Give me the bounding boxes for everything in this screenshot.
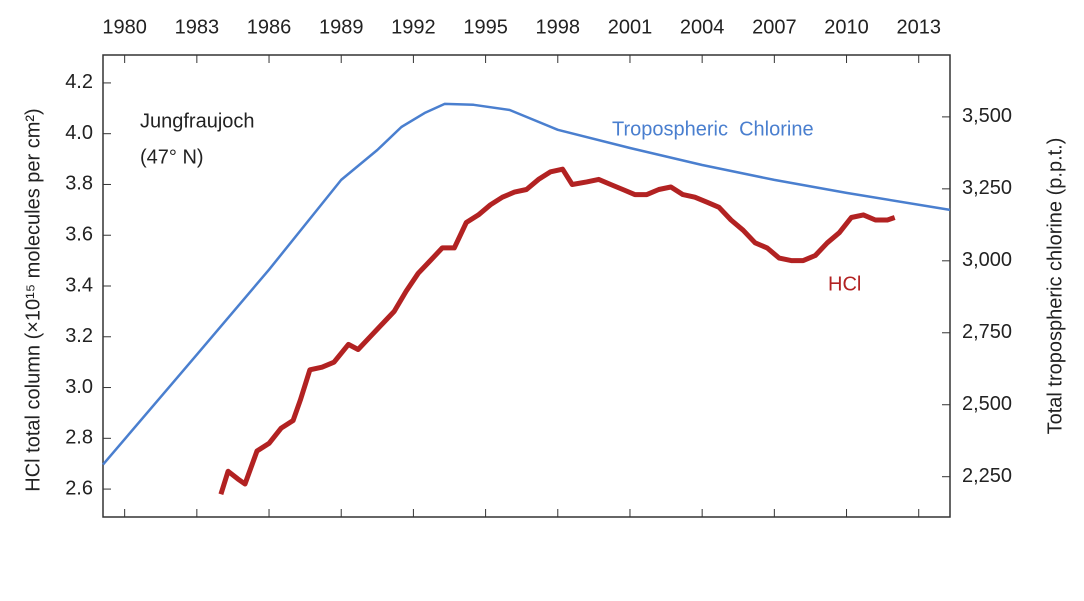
x-tick-label: 2007 [752, 16, 797, 38]
x-tick-label: 1989 [319, 16, 364, 38]
x-tick-label: 2001 [608, 16, 653, 38]
x-tick-label: 1980 [102, 16, 147, 38]
series-label: HCl [828, 273, 861, 295]
line [218, 166, 896, 495]
y-tick-label: 3.6 [65, 224, 93, 246]
y2-tick-label: 3,500 [962, 105, 1012, 127]
y2-tick-label: 2,750 [962, 321, 1012, 343]
annotation: Jungfraujoch [140, 110, 255, 132]
series-label: Tropospheric Chlorine [612, 118, 814, 140]
y2-tick-label: 3,000 [962, 249, 1012, 271]
line [102, 102, 951, 466]
y-tick-label: 3.4 [65, 274, 93, 296]
x-tick-label: 2013 [896, 16, 941, 38]
y2-axis-label: Total tropospheric chlorine (p.p.t.) [1044, 138, 1066, 435]
x-tick-label: 1986 [247, 16, 292, 38]
x-tick-label: 1995 [463, 16, 508, 38]
y-tick-label: 4.2 [65, 71, 93, 93]
x-tick-label: 2004 [680, 16, 725, 38]
x-tick-label: 1992 [391, 16, 436, 38]
annotation: (47° N) [140, 146, 204, 168]
y-tick-label: 4.0 [65, 122, 93, 144]
y-tick-label: 3.8 [65, 173, 93, 195]
x-tick-label: 2010 [824, 16, 869, 38]
y-tick-label: 3.0 [65, 376, 93, 398]
y-axis-label: HCl total column (×10¹⁵ molecules per cm… [22, 108, 44, 491]
y2-tick-label: 2,500 [962, 393, 1012, 415]
y2-tick-label: 2,250 [962, 465, 1012, 487]
y-tick-label: 2.6 [65, 477, 93, 499]
y2-tick-label: 3,250 [962, 177, 1012, 199]
y-tick-label: 2.8 [65, 427, 93, 449]
x-tick-label: 1998 [536, 16, 581, 38]
y-tick-label: 3.2 [65, 325, 93, 347]
x-tick-label: 1983 [175, 16, 220, 38]
